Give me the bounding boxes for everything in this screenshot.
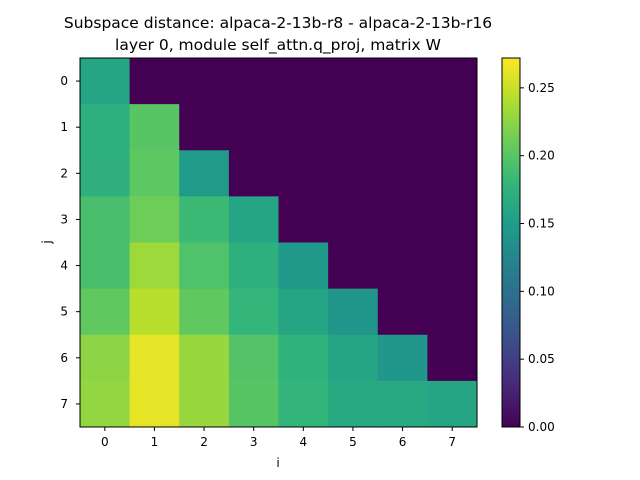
x-axis-ticks: 0 1 2 3 4 5 6 7 <box>101 427 456 449</box>
heatmap-cell <box>179 380 230 428</box>
heatmap-cell <box>377 196 428 244</box>
colorbar-frame <box>501 57 521 428</box>
y-tick-label: 3 <box>60 212 68 226</box>
heatmap-cell <box>80 104 131 151</box>
colorbar <box>502 58 520 427</box>
colorbar-tick-label: 0.10 <box>528 284 555 298</box>
heatmap-cell <box>328 58 379 105</box>
colorbar-tick-label: 0.00 <box>528 420 555 434</box>
heatmap-cell <box>328 334 379 382</box>
heatmap-cell <box>278 242 329 290</box>
heatmap-cell <box>377 242 428 290</box>
heatmap-cell <box>179 334 230 382</box>
x-axis-label: i <box>276 456 279 470</box>
colorbar-tick-label: 0.20 <box>528 149 555 163</box>
heatmap-cell <box>179 150 230 197</box>
heatmap-cell <box>328 104 379 151</box>
heatmap-cell <box>179 58 230 105</box>
heatmap-cell <box>228 150 280 197</box>
chart-title-line2: layer 0, module self_attn.q_proj, matrix… <box>115 36 441 55</box>
heatmap-cell <box>427 104 478 151</box>
heatmap-cell <box>129 104 180 151</box>
y-tick-label: 5 <box>60 305 68 319</box>
y-tick-label: 0 <box>60 74 68 88</box>
heatmap-cell <box>80 58 131 105</box>
heatmap-cell <box>427 334 478 382</box>
heatmap-cell <box>129 196 180 244</box>
x-tick-label: 0 <box>101 435 109 449</box>
heatmap-cell <box>377 58 428 105</box>
heatmap-cell <box>80 150 131 197</box>
heatmap-cell <box>228 58 280 105</box>
heatmap-cell <box>80 380 131 428</box>
heatmap-cell <box>228 380 280 428</box>
heatmap-cell <box>278 288 329 336</box>
heatmap-cell <box>228 334 280 382</box>
heatmap-cell <box>427 58 478 105</box>
heatmap-cell <box>328 196 379 244</box>
heatmap-cell <box>377 104 428 151</box>
chart-title-line1: Subspace distance: alpaca-2-13b-r8 - alp… <box>64 14 492 32</box>
heatmap-cell <box>129 288 180 336</box>
heatmap-cell <box>129 334 180 382</box>
heatmap-cell <box>427 380 478 428</box>
heatmap-cell <box>179 288 230 336</box>
heatmap-cell <box>228 288 280 336</box>
x-tick-label: 5 <box>349 435 357 449</box>
heatmap-cell <box>278 150 329 197</box>
heatmap-cell <box>377 380 428 428</box>
heatmap-cell <box>278 58 329 105</box>
heatmap-cell <box>278 196 329 244</box>
heatmap-cell <box>129 58 180 105</box>
heatmap-cell <box>80 288 131 336</box>
y-tick-label: 6 <box>60 351 68 365</box>
heatmap-cell <box>80 334 131 382</box>
y-axis-ticks: 0 1 2 3 4 5 6 7 <box>60 74 80 411</box>
y-tick-label: 2 <box>60 166 68 180</box>
colorbar-tick-label: 0.15 <box>528 217 555 231</box>
heatmap-cell <box>377 150 428 197</box>
y-axis-label: j <box>40 240 54 244</box>
colorbar-tick-label: 0.05 <box>528 352 555 366</box>
x-tick-label: 6 <box>399 435 407 449</box>
heatmap-cell <box>179 242 230 290</box>
heatmap-cell <box>328 288 379 336</box>
heatmap-cell <box>278 104 329 151</box>
heatmap-cell <box>278 334 329 382</box>
heatmap-cell <box>328 242 379 290</box>
x-tick-label: 1 <box>151 435 159 449</box>
x-tick-label: 3 <box>250 435 258 449</box>
heatmap-cell <box>228 104 280 151</box>
x-tick-label: 4 <box>299 435 307 449</box>
heatmap-cell <box>129 150 180 197</box>
colorbar-ticks: 0.00 0.05 0.10 0.15 0.20 0.25 <box>520 81 555 434</box>
heatmap-cell <box>427 196 478 244</box>
heatmap-cell <box>427 242 478 290</box>
heatmap-cell <box>129 242 180 290</box>
heatmap-cell <box>427 150 478 197</box>
heatmap-cells <box>80 58 478 428</box>
y-tick-label: 1 <box>60 120 68 134</box>
y-tick-label: 4 <box>60 259 68 273</box>
heatmap-cell <box>228 242 280 290</box>
heatmap-cell <box>80 196 131 244</box>
plot-frame <box>79 57 478 428</box>
heatmap-cell <box>80 242 131 290</box>
heatmap-cell <box>427 288 478 336</box>
heatmap-cell <box>328 150 379 197</box>
heatmap-cell <box>328 380 379 428</box>
heatmap-cell <box>228 196 280 244</box>
heatmap-cell <box>377 334 428 382</box>
heatmap-cell <box>179 196 230 244</box>
heatmap-cell <box>278 380 329 428</box>
x-tick-label: 7 <box>448 435 456 449</box>
heatmap-cell <box>377 288 428 336</box>
x-tick-label: 2 <box>200 435 208 449</box>
colorbar-tick-label: 0.25 <box>528 81 555 95</box>
heatmap-cell <box>179 104 230 151</box>
y-tick-label: 7 <box>60 397 68 411</box>
heatmap-cell <box>129 380 180 428</box>
